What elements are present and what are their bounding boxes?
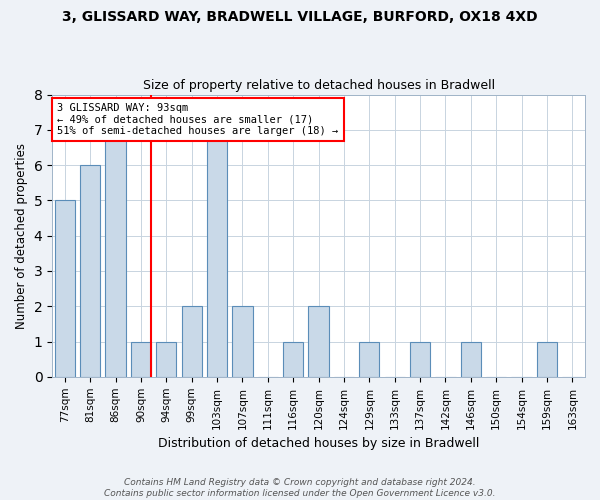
Y-axis label: Number of detached properties: Number of detached properties: [15, 142, 28, 328]
Text: 3, GLISSARD WAY, BRADWELL VILLAGE, BURFORD, OX18 4XD: 3, GLISSARD WAY, BRADWELL VILLAGE, BURFO…: [62, 10, 538, 24]
Bar: [283, 342, 304, 377]
Text: 3 GLISSARD WAY: 93sqm
← 49% of detached houses are smaller (17)
51% of semi-deta: 3 GLISSARD WAY: 93sqm ← 49% of detached …: [58, 103, 339, 136]
Title: Size of property relative to detached houses in Bradwell: Size of property relative to detached ho…: [143, 79, 494, 92]
Bar: [131, 342, 151, 377]
Bar: [308, 306, 329, 377]
Bar: [207, 130, 227, 377]
Text: Contains HM Land Registry data © Crown copyright and database right 2024.
Contai: Contains HM Land Registry data © Crown c…: [104, 478, 496, 498]
Bar: [461, 342, 481, 377]
X-axis label: Distribution of detached houses by size in Bradwell: Distribution of detached houses by size …: [158, 437, 479, 450]
Bar: [232, 306, 253, 377]
Bar: [55, 200, 75, 377]
Bar: [359, 342, 379, 377]
Bar: [156, 342, 176, 377]
Bar: [80, 165, 100, 377]
Bar: [537, 342, 557, 377]
Bar: [106, 130, 126, 377]
Bar: [410, 342, 430, 377]
Bar: [182, 306, 202, 377]
